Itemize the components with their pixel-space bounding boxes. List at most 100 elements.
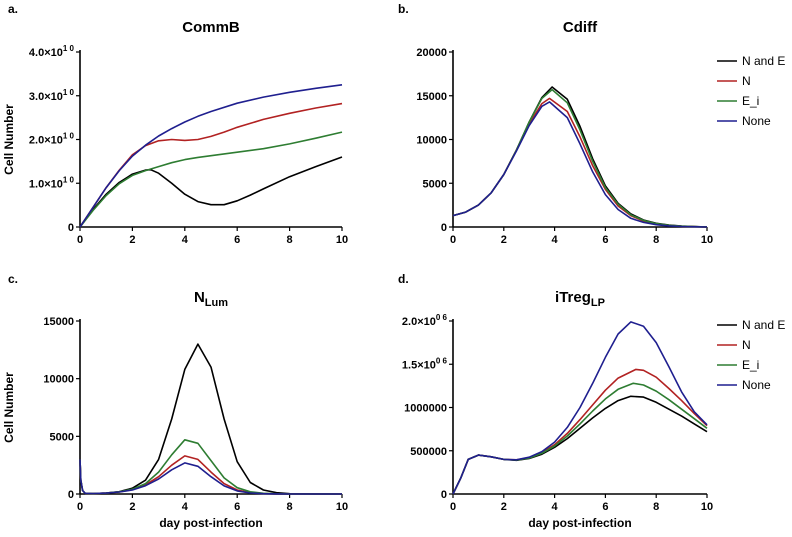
legend: N and E N E_i None — [717, 54, 785, 128]
x-tick-label: 8 — [653, 234, 659, 246]
series-line-2 — [452, 368, 708, 495]
chart-title-main: iTreg — [555, 289, 591, 306]
x-tick-label: 8 — [287, 234, 293, 246]
times-sign: ×10 — [44, 135, 63, 147]
times-sign: ×10 — [417, 359, 436, 371]
chart-title: NLum — [194, 289, 228, 309]
x-tick-label: 6 — [602, 234, 608, 246]
series-line-3 — [79, 439, 342, 495]
y-tick-mantissa: 1.0 — [29, 178, 44, 190]
legend-label: None — [742, 378, 771, 392]
y-tick-label: 0 — [441, 222, 447, 234]
series-line-4 — [79, 84, 343, 228]
y-tick-label: 0 — [441, 489, 447, 501]
y-tick-mantissa: 4.0 — [29, 47, 44, 59]
x-tick-label: 2 — [501, 234, 507, 246]
y-tick-mantissa: 3.0 — [29, 91, 44, 103]
legend-label: N — [742, 338, 751, 352]
series-line-3 — [79, 131, 343, 228]
x-axis-label: day post-infection — [528, 516, 631, 530]
legend-label: N and E — [742, 318, 785, 332]
chart-title-main: N — [194, 289, 205, 306]
chart-title-subscript: Lum — [205, 297, 228, 309]
chart-title-main: Cdiff — [563, 19, 598, 36]
x-tick-label: 10 — [701, 501, 713, 513]
x-tick-label: 4 — [552, 501, 559, 513]
legend-label: None — [742, 114, 771, 128]
series-line-2 — [452, 97, 708, 228]
times-sign: ×10 — [417, 316, 436, 328]
y-tick-label: 1000000 — [404, 403, 447, 415]
x-tick-label: 4 — [552, 234, 559, 246]
series-line-1 — [452, 86, 708, 228]
y-tick-exponent: 1 0 — [63, 88, 75, 97]
y-tick-label: 10000 — [416, 135, 447, 147]
chart-title-subscript: LP — [591, 297, 605, 309]
y-tick-label: 15000 — [43, 316, 74, 328]
legend-label: N and E — [742, 54, 785, 68]
y-tick-label: 10000 — [43, 374, 74, 386]
x-tick-label: 0 — [77, 234, 83, 246]
times-sign: ×10 — [44, 178, 63, 190]
y-tick-label: 0 — [68, 489, 74, 501]
x-tick-label: 6 — [602, 501, 608, 513]
chart-title-main: CommB — [182, 19, 240, 36]
y-tick-mantissa: 2.0 — [402, 316, 417, 328]
x-tick-label: 10 — [701, 234, 713, 246]
y-axis-label: Cell Number — [2, 372, 16, 443]
y-tick-label: 1.5×100 6 — [402, 356, 448, 371]
y-tick-label: 5000 — [423, 178, 447, 190]
chart-title: CommB — [182, 19, 240, 36]
x-tick-label: 10 — [336, 501, 348, 513]
y-tick-exponent: 1 0 — [63, 44, 75, 53]
x-tick-label: 0 — [450, 501, 456, 513]
legend-label: E_i — [742, 94, 759, 108]
series-line-4 — [452, 321, 708, 495]
series-line-1 — [452, 395, 708, 495]
panel-letter: b. — [398, 2, 409, 16]
chart-title: iTregLP — [555, 289, 605, 309]
y-tick-label: 500000 — [410, 446, 447, 458]
x-tick-label: 6 — [234, 234, 240, 246]
y-tick-label: 5000 — [50, 431, 74, 443]
panel-letter: c. — [8, 272, 18, 286]
legend-label: E_i — [742, 358, 759, 372]
x-axis-label: day post-infection — [159, 516, 262, 530]
y-tick-exponent: 1 0 — [63, 175, 75, 184]
series-line-1 — [79, 156, 343, 228]
x-tick-label: 0 — [450, 234, 456, 246]
legend-label: N — [742, 74, 751, 88]
y-tick-label: 4.0×101 0 — [29, 44, 75, 59]
x-tick-label: 4 — [182, 501, 189, 513]
series-line-2 — [79, 102, 343, 228]
x-tick-label: 8 — [287, 501, 293, 513]
x-tick-label: 8 — [653, 501, 659, 513]
panel-letter: d. — [398, 272, 409, 286]
x-tick-label: 0 — [77, 501, 83, 513]
y-tick-label: 0 — [68, 222, 74, 234]
y-tick-mantissa: 2.0 — [29, 135, 44, 147]
panel-3: c. NLum 0 2 4 6 8 10 0 5000 10000 15000 Cell Number d… — [2, 272, 348, 530]
panel-2: b. Cdiff 0 2 4 6 8 10 0 5000 10000 15000 20000 N and … — [398, 2, 785, 246]
x-tick-label: 2 — [501, 501, 507, 513]
y-tick-label: 1.0×101 0 — [29, 175, 75, 190]
series-line-3 — [452, 382, 708, 495]
y-tick-exponent: 0 6 — [436, 356, 448, 365]
series-line-4 — [452, 101, 708, 228]
x-tick-label: 10 — [336, 234, 348, 246]
legend: N and E N E_i None — [717, 318, 785, 392]
y-tick-label: 3.0×101 0 — [29, 88, 75, 103]
x-tick-label: 2 — [129, 234, 135, 246]
y-tick-exponent: 0 6 — [436, 313, 448, 322]
series-line-4 — [79, 459, 342, 495]
x-tick-label: 4 — [182, 234, 189, 246]
chart-title: Cdiff — [563, 19, 598, 36]
y-tick-label: 2.0×100 6 — [402, 313, 448, 328]
x-tick-label: 6 — [234, 501, 240, 513]
times-sign: ×10 — [44, 91, 63, 103]
y-tick-exponent: 1 0 — [63, 132, 75, 141]
y-tick-label: 15000 — [416, 91, 447, 103]
x-tick-label: 2 — [129, 501, 135, 513]
